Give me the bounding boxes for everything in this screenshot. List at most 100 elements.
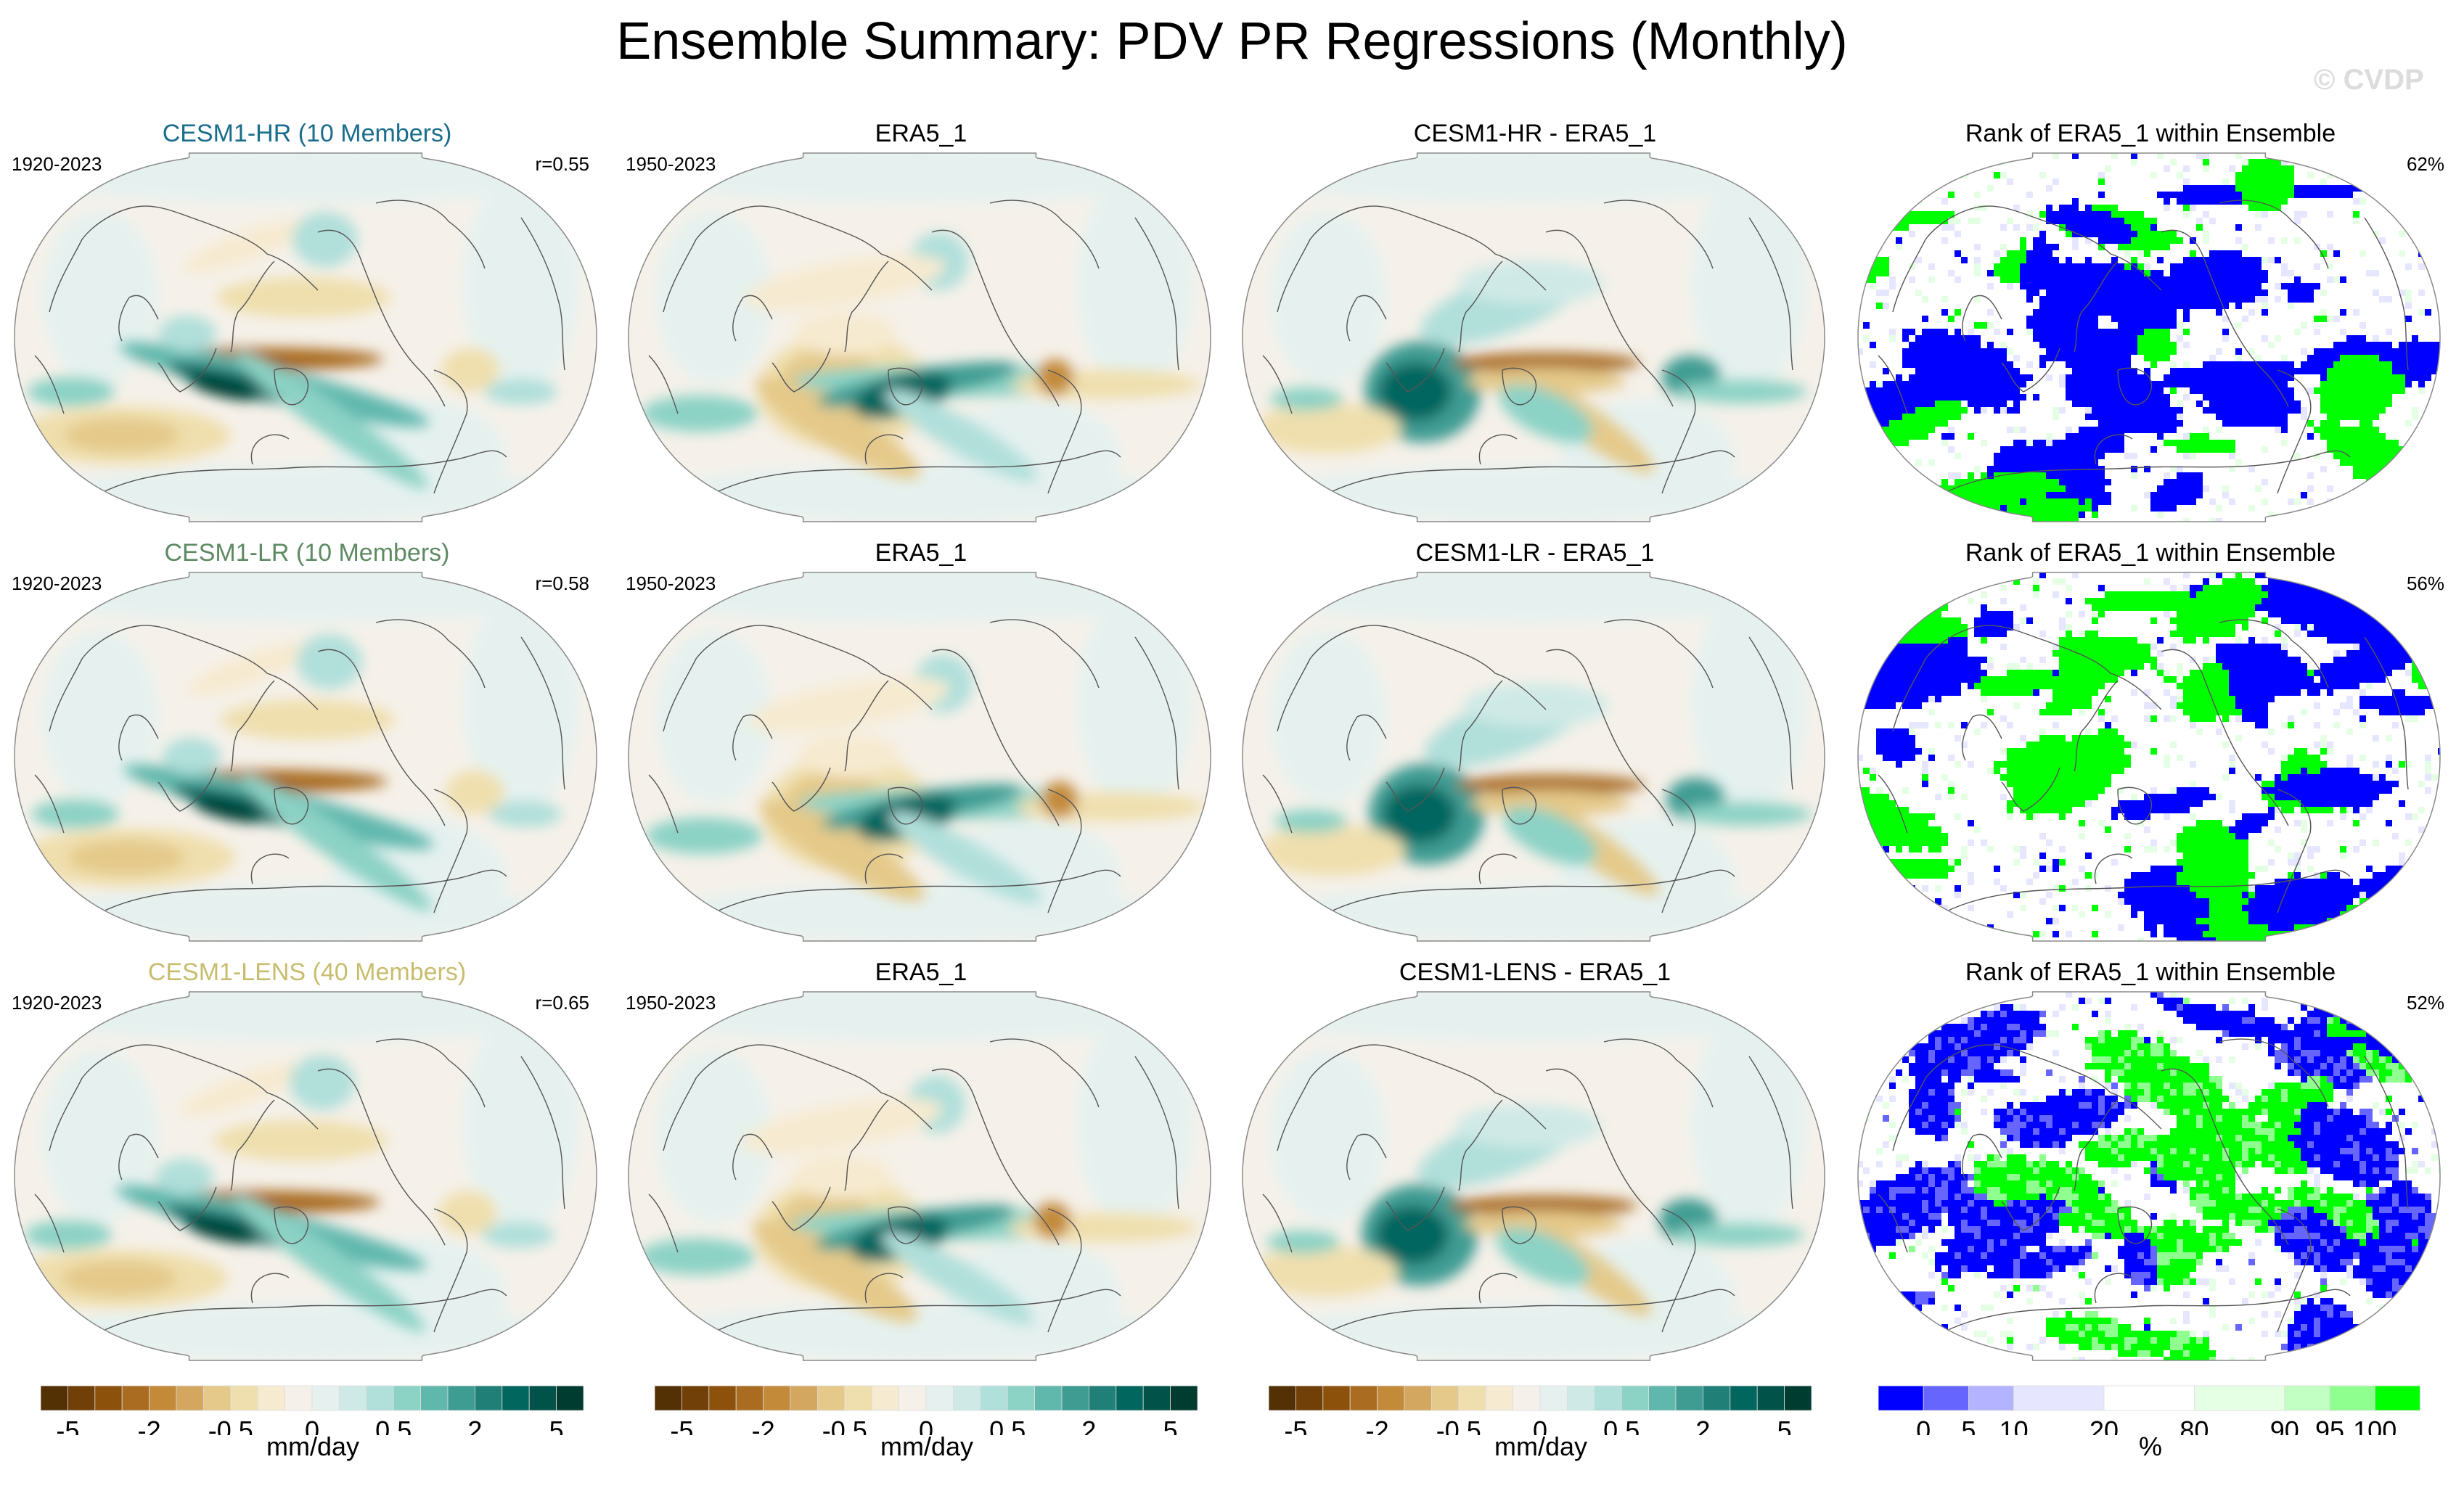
rank-cell <box>2118 591 2124 598</box>
rank-cell <box>2131 244 2137 250</box>
rank-cell <box>2209 833 2216 839</box>
rank-cell <box>2144 578 2150 585</box>
rank-cell <box>2098 683 2105 689</box>
rank-cell <box>2353 198 2359 205</box>
rank-cell <box>2209 283 2216 289</box>
rank-cell <box>2235 270 2242 276</box>
coastline <box>864 434 904 465</box>
anomaly-region <box>642 395 758 432</box>
rank-cell <box>2079 329 2085 335</box>
rank-cell <box>2020 250 2026 257</box>
anomaly-region <box>656 210 772 385</box>
rank-cell <box>2072 453 2079 459</box>
rank-cell <box>2079 270 2085 276</box>
rank-cell <box>1863 335 1870 342</box>
rank-cell <box>1902 585 1909 591</box>
rank-cell <box>1883 663 1889 670</box>
rank-cell <box>2164 348 2170 355</box>
rank-cell <box>2438 872 2440 879</box>
rank-cell <box>2275 683 2281 689</box>
rank-cell <box>2190 624 2196 631</box>
rank-cell <box>2301 663 2307 670</box>
anomaly-region <box>749 677 949 734</box>
rank-cell <box>2262 401 2268 407</box>
rank-cell <box>2379 433 2386 440</box>
rank-cell <box>2359 433 2366 440</box>
rank-cell <box>2085 394 2092 401</box>
rank-cell <box>2209 853 2216 859</box>
rank-cell <box>1935 846 1941 853</box>
rank-cell <box>2085 657 2092 663</box>
rank-cell <box>2033 748 2039 755</box>
rank-cell <box>2373 466 2379 472</box>
rank-cell <box>2013 578 2020 585</box>
rank-cell <box>1994 263 2000 270</box>
rank-cell <box>2007 276 2013 283</box>
rank-cell <box>2079 498 2085 505</box>
rank-cell <box>2105 774 2111 781</box>
rank-cell <box>2425 755 2431 761</box>
rank-cell <box>1876 807 1883 813</box>
rank-cell <box>2255 485 2262 492</box>
rank-cell <box>1876 472 1883 479</box>
rank-cell <box>1883 820 1889 826</box>
rank-cell <box>2373 637 2379 644</box>
rank-cell <box>2059 650 2066 657</box>
rank-cell <box>2320 178 2327 185</box>
rank-cell <box>2092 650 2098 657</box>
rank-cell <box>2346 459 2353 466</box>
panel-title: Rank of ERA5_1 within Ensemble <box>1965 539 2336 567</box>
anomaly-region <box>1456 775 1645 795</box>
rank-cell <box>2248 689 2255 696</box>
rank-cell <box>2105 211 2111 218</box>
rank-cell <box>2203 794 2209 800</box>
rank-cell <box>2150 296 2157 303</box>
rank-cell <box>1915 839 1922 846</box>
rank-cell <box>2013 800 2020 807</box>
rank-cell <box>2366 459 2373 466</box>
rank-cell <box>2203 657 2209 663</box>
rank-cell <box>1858 231 1863 237</box>
rank-cell <box>2085 485 2092 492</box>
rank-cell <box>2085 283 2092 289</box>
rank-cell <box>2157 329 2164 335</box>
rank-cell <box>2203 159 2209 165</box>
rank-cell <box>2242 670 2248 676</box>
rank-cell <box>2216 368 2222 374</box>
rank-cell <box>2242 866 2248 872</box>
rank-cell <box>1994 683 2000 689</box>
rank-cell <box>2438 839 2440 846</box>
rank-cell <box>1876 696 1883 702</box>
rank-cell <box>2150 322 2157 329</box>
rank-cell <box>2262 696 2268 702</box>
rank-cell <box>2085 492 2092 498</box>
rank-cell <box>2124 657 2131 663</box>
rank-cell <box>2177 800 2183 807</box>
rank-cell <box>2131 342 2137 348</box>
rank-cell <box>2262 172 2268 178</box>
rank-cell <box>2307 768 2314 774</box>
rank-cell <box>1915 257 1922 263</box>
rank-cell <box>2020 735 2026 742</box>
rank-cell <box>1909 722 1915 728</box>
rank-cell <box>2066 427 2072 433</box>
rank-cell <box>2177 381 2183 387</box>
anomaly-region <box>221 699 395 740</box>
rank-cell <box>2072 650 2079 657</box>
rank-cell <box>2359 813 2366 820</box>
rank-cell <box>2209 709 2216 715</box>
rank-cell <box>2118 316 2124 322</box>
rank-cell <box>2327 316 2333 322</box>
rank-cell <box>2033 244 2039 250</box>
rank-cell <box>2405 715 2412 722</box>
rank-cell <box>2346 768 2353 774</box>
rank-cell <box>2131 368 2137 374</box>
rank-cell <box>2373 578 2379 585</box>
rank-cell <box>2170 800 2177 807</box>
rank-cell <box>1889 689 1896 696</box>
rank-cell <box>1928 859 1935 866</box>
rank-cell <box>2059 709 2066 715</box>
rank-cell <box>2131 800 2137 807</box>
rank-cell <box>1968 342 1974 348</box>
rank-cell <box>2248 178 2255 185</box>
